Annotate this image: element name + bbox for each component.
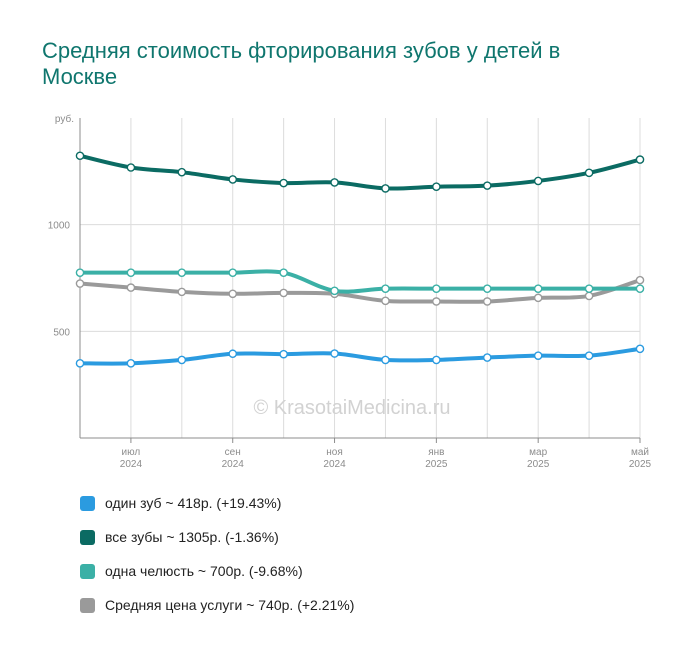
- data-point-one-tooth: [482, 353, 492, 362]
- legend-swatch-one-jaw: [80, 563, 95, 579]
- legend-item-average-price[interactable]: Средняя цена услуги ~ 740р. (+2.21%): [80, 588, 354, 622]
- data-point-average-price: [228, 289, 238, 299]
- data-point-one-tooth: [75, 359, 85, 368]
- data-point-one-jaw: [330, 286, 339, 296]
- data-point-one-jaw: [228, 268, 238, 277]
- y-axis-unit-label: руб.: [55, 113, 74, 125]
- data-point-all-teeth: [584, 168, 594, 178]
- x-tick-label-month: ноя: [326, 447, 343, 458]
- data-point-one-tooth: [635, 344, 645, 354]
- data-point-one-tooth: [228, 349, 238, 359]
- data-point-one-jaw: [75, 268, 85, 277]
- data-point-one-tooth: [330, 349, 339, 358]
- data-point-all-teeth: [432, 182, 441, 191]
- chart-title: Средняя стоимость фторирования зубов у д…: [42, 38, 561, 89]
- data-point-average-price: [432, 297, 441, 306]
- data-point-average-price: [584, 291, 594, 301]
- data-point-one-jaw: [177, 268, 187, 277]
- data-point-one-jaw: [584, 284, 594, 293]
- x-tick-label-month: мар: [529, 447, 547, 458]
- data-point-all-teeth: [126, 163, 136, 172]
- data-point-one-tooth: [177, 355, 187, 365]
- legend-swatch-one-tooth: [80, 495, 95, 511]
- data-point-one-tooth: [381, 355, 390, 365]
- data-point-one-jaw: [635, 284, 645, 293]
- watermark: © KrasotaiMedicina.ru: [253, 397, 450, 419]
- legend-item-all-teeth[interactable]: все зубы ~ 1305р. (-1.36%): [80, 520, 354, 554]
- y-tick-label: 1000: [48, 221, 71, 232]
- data-point-all-teeth: [330, 178, 339, 187]
- x-tick-label-year: 2025: [629, 459, 652, 470]
- legend-label-all-teeth: все зубы ~ 1305р. (-1.36%): [105, 529, 279, 545]
- data-point-all-teeth: [482, 181, 492, 190]
- data-point-all-teeth: [75, 151, 85, 161]
- legend-label-one-jaw: одна челюсть ~ 700р. (-9.68%): [105, 563, 303, 579]
- legend-swatch-average-price: [80, 597, 95, 613]
- data-point-average-price: [635, 275, 645, 285]
- legend-label-average-price: Средняя цена услуги ~ 740р. (+2.21%): [105, 597, 355, 613]
- data-point-one-jaw: [533, 284, 543, 293]
- x-tick-label-year: 2024: [323, 459, 346, 470]
- data-point-all-teeth: [177, 167, 187, 177]
- data-point-all-teeth: [533, 176, 543, 186]
- data-point-one-tooth: [279, 349, 288, 359]
- data-point-average-price: [177, 287, 187, 297]
- x-tick-label-year: 2025: [425, 459, 448, 470]
- data-point-one-tooth: [533, 351, 543, 360]
- data-point-all-teeth: [279, 178, 288, 188]
- x-tick-label-year: 2025: [527, 459, 550, 470]
- data-point-average-price: [381, 296, 390, 306]
- x-tick-label-month: янв: [428, 447, 444, 458]
- legend-item-one-jaw[interactable]: одна челюсть ~ 700р. (-9.68%): [80, 554, 354, 588]
- data-point-average-price: [126, 283, 136, 292]
- series-line-one-tooth: [78, 346, 642, 366]
- legend-swatch-all-teeth: [80, 529, 95, 545]
- data-point-one-tooth: [126, 359, 136, 368]
- x-tick-label-month: май: [631, 447, 649, 458]
- chart-legend: один зуб ~ 418р. (+19.43%) все зубы ~ 13…: [80, 486, 354, 622]
- data-point-all-teeth: [228, 175, 238, 184]
- data-point-all-teeth: [635, 155, 645, 164]
- data-point-average-price: [533, 293, 543, 303]
- data-point-average-price: [482, 297, 492, 306]
- x-tick-label-month: сен: [225, 447, 241, 458]
- data-point-one-jaw: [126, 268, 136, 277]
- data-point-average-price: [75, 279, 85, 288]
- x-tick-label-year: 2024: [120, 459, 143, 470]
- legend-label-one-tooth: один зуб ~ 418р. (+19.43%): [105, 495, 282, 511]
- series-line-all-teeth: [78, 153, 642, 191]
- legend-item-one-tooth[interactable]: один зуб ~ 418р. (+19.43%): [80, 486, 354, 520]
- data-point-one-tooth: [584, 351, 594, 360]
- x-tick-label-month: июл: [122, 447, 141, 458]
- x-tick-label-year: 2024: [222, 459, 245, 470]
- y-tick-label: 500: [53, 327, 70, 338]
- data-point-one-jaw: [432, 284, 441, 293]
- data-point-one-jaw: [482, 284, 492, 293]
- data-point-average-price: [279, 288, 288, 298]
- data-point-one-jaw: [279, 268, 288, 277]
- data-point-all-teeth: [381, 184, 390, 193]
- data-point-one-jaw: [381, 284, 390, 293]
- data-point-one-tooth: [432, 355, 441, 365]
